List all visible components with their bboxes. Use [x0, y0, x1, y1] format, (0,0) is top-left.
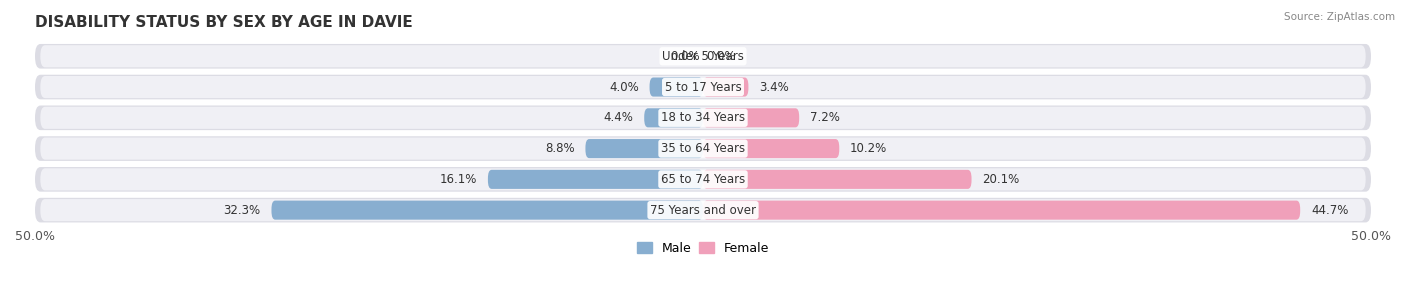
FancyBboxPatch shape	[35, 105, 1371, 130]
FancyBboxPatch shape	[41, 45, 1365, 67]
Text: Source: ZipAtlas.com: Source: ZipAtlas.com	[1284, 12, 1395, 22]
FancyBboxPatch shape	[703, 139, 839, 158]
Text: 10.2%: 10.2%	[851, 142, 887, 155]
FancyBboxPatch shape	[35, 198, 1371, 223]
FancyBboxPatch shape	[644, 108, 703, 127]
FancyBboxPatch shape	[35, 167, 1371, 192]
Text: 35 to 64 Years: 35 to 64 Years	[661, 142, 745, 155]
FancyBboxPatch shape	[703, 108, 799, 127]
Legend: Male, Female: Male, Female	[631, 237, 775, 260]
FancyBboxPatch shape	[41, 199, 1365, 221]
FancyBboxPatch shape	[41, 76, 1365, 98]
Text: 20.1%: 20.1%	[983, 173, 1019, 186]
Text: 4.0%: 4.0%	[609, 81, 638, 94]
FancyBboxPatch shape	[41, 168, 1365, 190]
Text: 65 to 74 Years: 65 to 74 Years	[661, 173, 745, 186]
Text: 16.1%: 16.1%	[440, 173, 477, 186]
FancyBboxPatch shape	[271, 201, 703, 220]
Text: 7.2%: 7.2%	[810, 111, 839, 124]
FancyBboxPatch shape	[585, 139, 703, 158]
FancyBboxPatch shape	[650, 78, 703, 97]
Text: 75 Years and over: 75 Years and over	[650, 204, 756, 217]
FancyBboxPatch shape	[488, 170, 703, 189]
FancyBboxPatch shape	[35, 44, 1371, 69]
Text: DISABILITY STATUS BY SEX BY AGE IN DAVIE: DISABILITY STATUS BY SEX BY AGE IN DAVIE	[35, 15, 413, 30]
FancyBboxPatch shape	[703, 201, 1301, 220]
Text: 3.4%: 3.4%	[759, 81, 789, 94]
FancyBboxPatch shape	[41, 137, 1365, 160]
Text: 5 to 17 Years: 5 to 17 Years	[665, 81, 741, 94]
FancyBboxPatch shape	[703, 78, 748, 97]
Text: 4.4%: 4.4%	[603, 111, 634, 124]
Text: 8.8%: 8.8%	[546, 142, 575, 155]
Text: 0.0%: 0.0%	[706, 50, 735, 63]
FancyBboxPatch shape	[703, 170, 972, 189]
Text: 44.7%: 44.7%	[1310, 204, 1348, 217]
FancyBboxPatch shape	[35, 75, 1371, 99]
Text: 18 to 34 Years: 18 to 34 Years	[661, 111, 745, 124]
Text: 0.0%: 0.0%	[671, 50, 700, 63]
Text: Under 5 Years: Under 5 Years	[662, 50, 744, 63]
FancyBboxPatch shape	[35, 136, 1371, 161]
Text: 32.3%: 32.3%	[224, 204, 260, 217]
FancyBboxPatch shape	[41, 107, 1365, 129]
